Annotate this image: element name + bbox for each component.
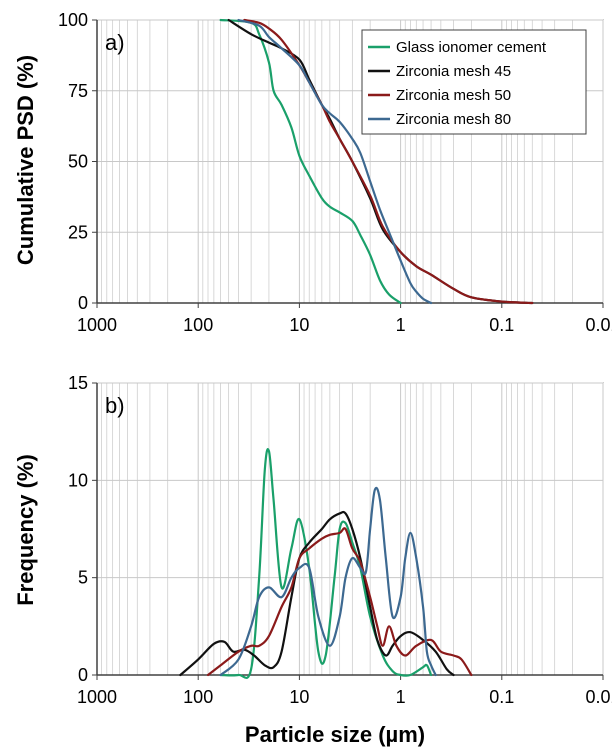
series-line [243, 18, 534, 305]
y-tick-label: 75 [68, 81, 88, 101]
y-tick-label: 10 [68, 470, 88, 490]
x-tick-label: 0.1 [489, 315, 514, 335]
plot-area [96, 382, 604, 676]
y-tick-label: 25 [68, 222, 88, 242]
x-tick-label: 1 [396, 687, 406, 707]
series-line [219, 448, 433, 679]
y-tick-label: 0 [78, 665, 88, 685]
x-tick-label: 1000 [77, 315, 117, 335]
x-tick-label: 1 [396, 315, 406, 335]
y-axis-label: Cumulative PSD (%) [13, 55, 38, 265]
series-line [219, 486, 437, 677]
legend-entry: Glass ionomer cement [396, 39, 547, 56]
series-line [237, 18, 433, 305]
y-tick-label: 15 [68, 373, 88, 393]
x-tick-label: 100 [183, 687, 213, 707]
series-line [206, 527, 473, 677]
x-tick-label: 0.01 [585, 315, 612, 335]
panel-b: 1000 100 10 1 0.1 0.01 0 5 10 15 Frequency (%) b) [13, 373, 612, 707]
x-tick-label: 100 [183, 315, 213, 335]
legend-box [361, 29, 587, 135]
y-tick-label: 50 [68, 152, 88, 172]
series-group [219, 18, 534, 305]
y-tick-label: 0 [78, 293, 88, 313]
panel-a: 1000 100 10 1 0.1 0.01 0 25 50 75 100 Cumulative PS… [13, 10, 612, 335]
panel-label: b) [105, 393, 125, 418]
legend-entry: Zirconia mesh 45 [396, 63, 511, 80]
x-tick-label: 10 [289, 687, 309, 707]
x-axis-label: Particle size (µm) [245, 722, 425, 747]
x-tick-label: 1000 [77, 687, 117, 707]
legend: Glass ionomer cement Zirconia mesh 45 Zirc… [361, 29, 587, 135]
x-tick-label: 0.01 [585, 687, 612, 707]
series-line [219, 18, 402, 305]
legend-entry: Zirconia mesh 80 [396, 111, 511, 128]
y-tick-label: 100 [58, 10, 88, 30]
x-tick-label: 0.1 [489, 687, 514, 707]
y-tick-label: 5 [78, 568, 88, 588]
x-tick-label: 10 [289, 315, 309, 335]
legend-entry: Zirconia mesh 50 [396, 87, 511, 104]
series-group [179, 448, 473, 679]
y-axis-label: Frequency (%) [13, 454, 38, 606]
panel-label: a) [105, 30, 125, 55]
